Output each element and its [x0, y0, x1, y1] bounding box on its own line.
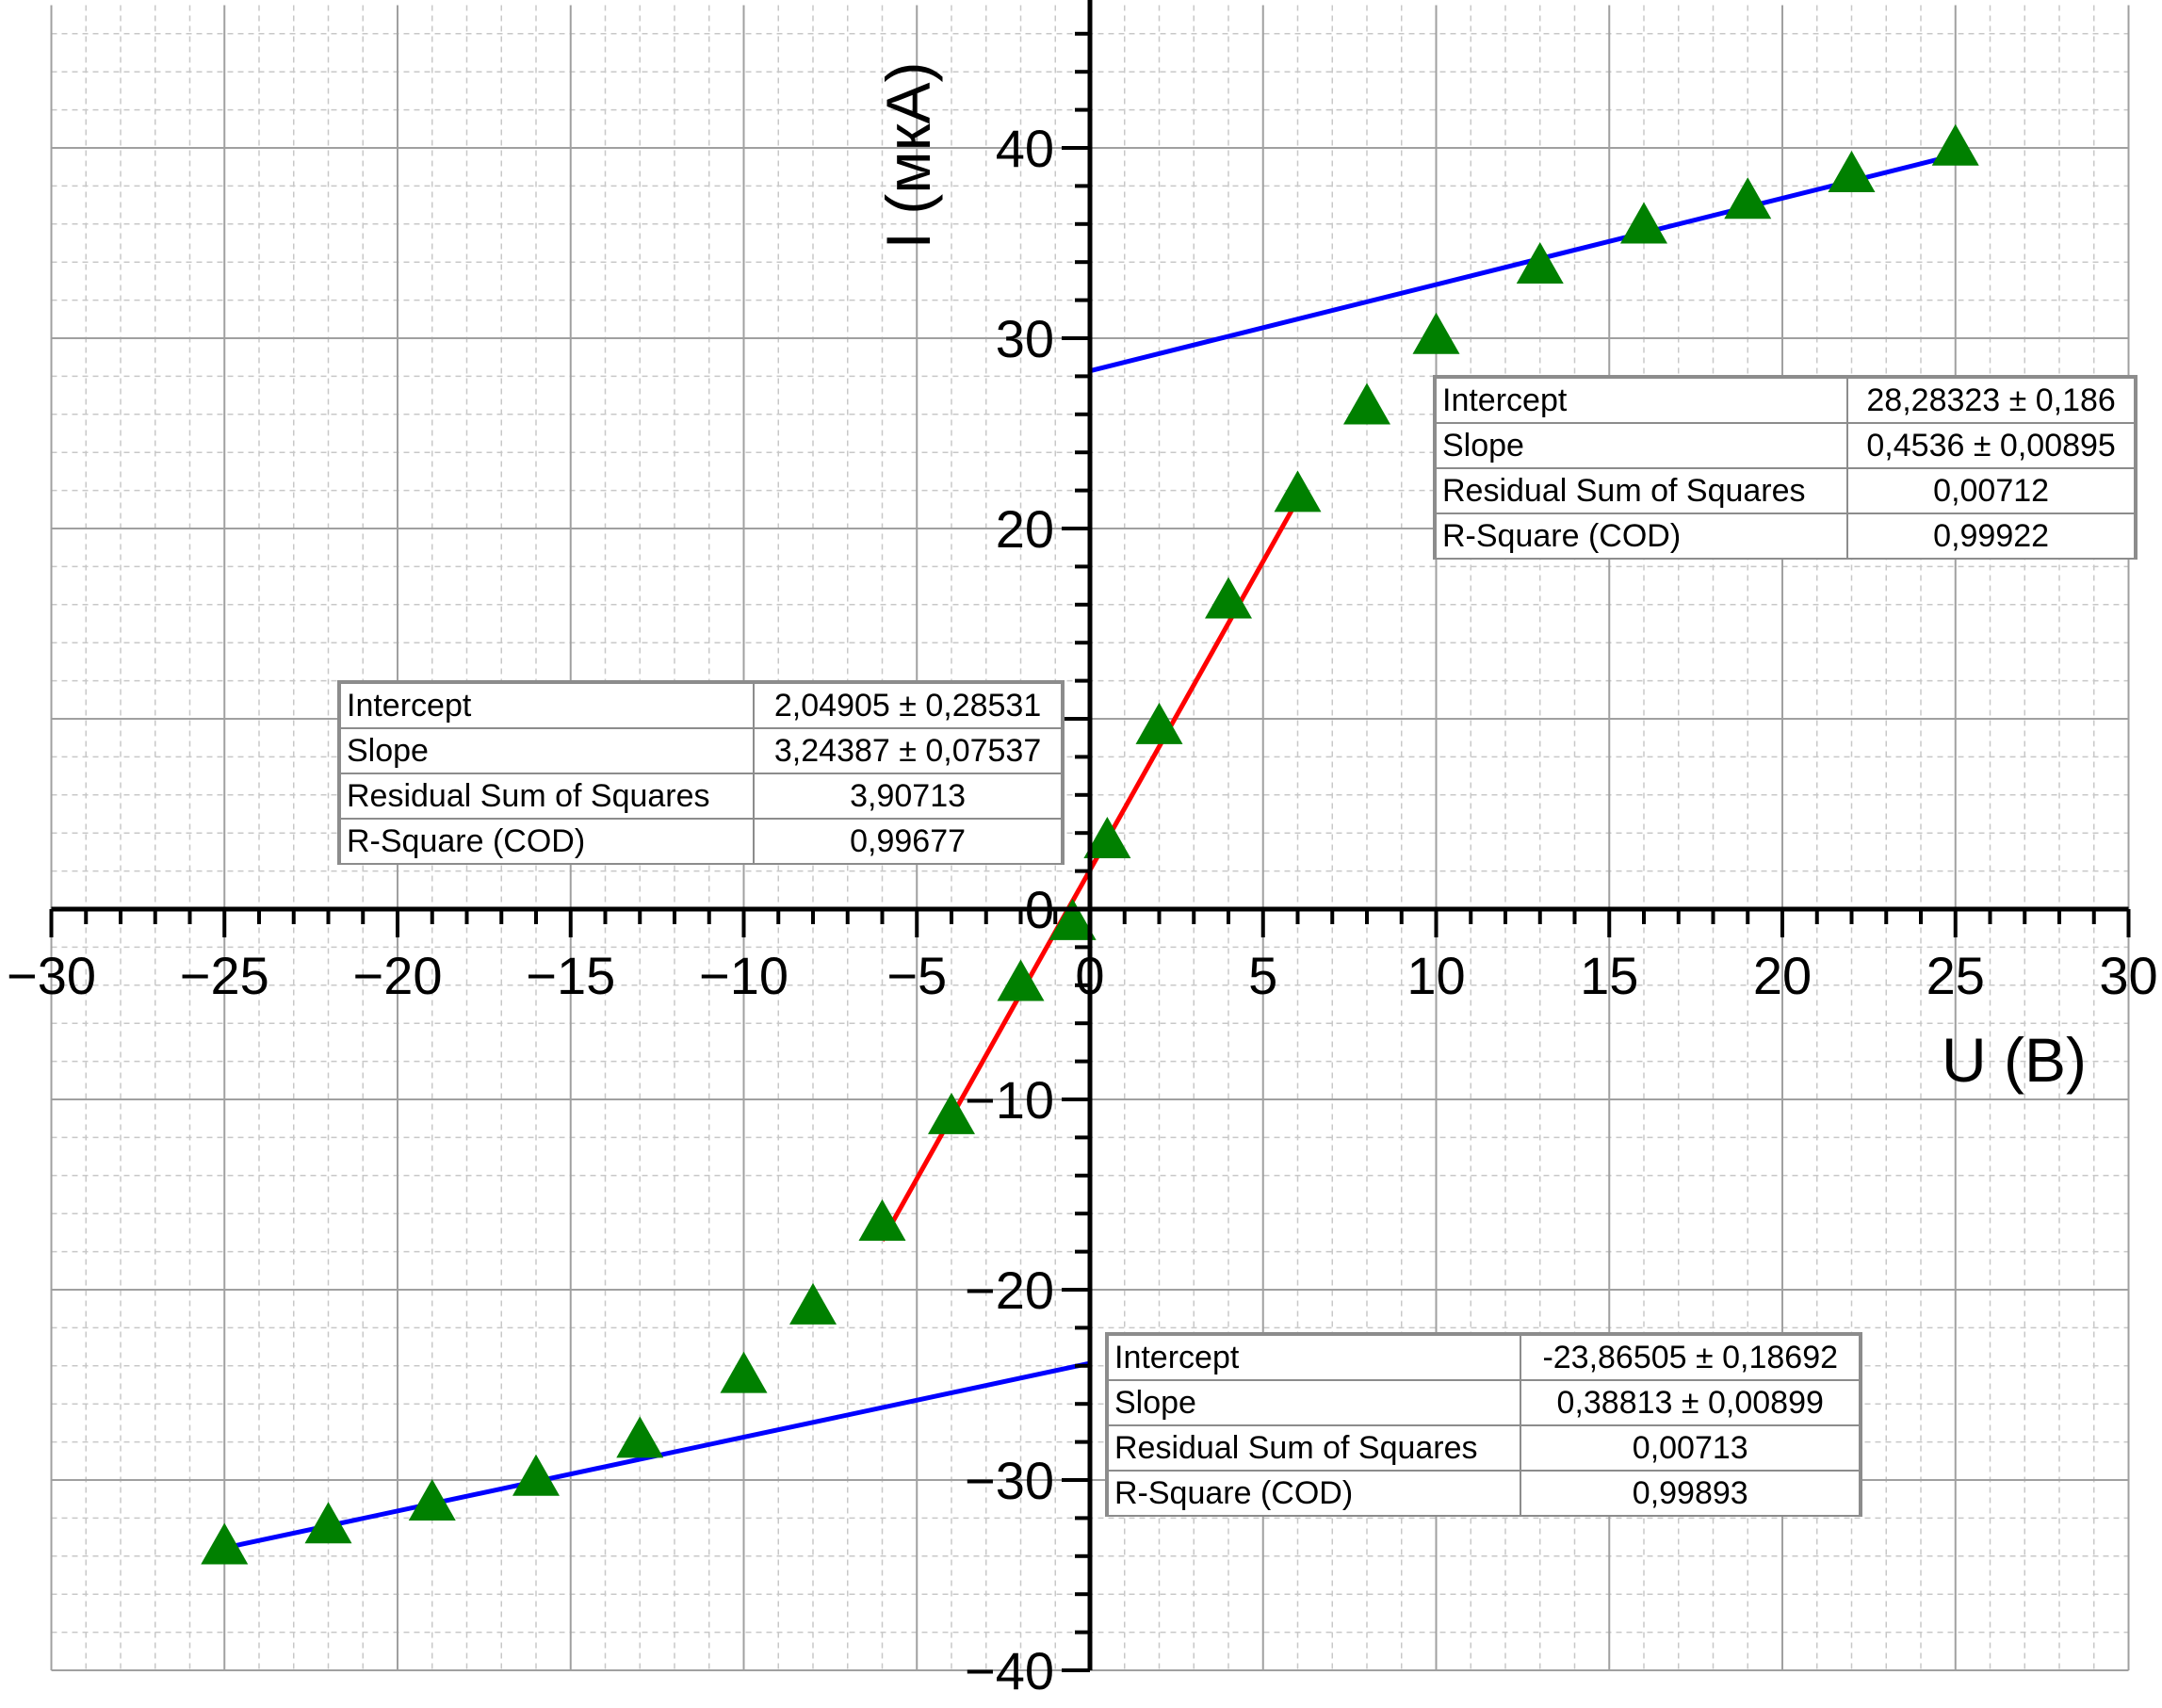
stats-label: R-Square (COD)	[338, 818, 756, 865]
data-point	[304, 1502, 352, 1544]
y-tick-label: −40	[965, 1641, 1054, 1700]
data-point	[1412, 312, 1460, 354]
data-point	[1620, 202, 1667, 244]
stats-value: 2,04905 ± 0,28531	[753, 682, 1063, 729]
table-row: Residual Sum of Squares 0,00712	[1434, 467, 2136, 514]
stats-table-middle: Intercept 2,04905 ± 0,28531 Slope 3,24387 …	[337, 680, 1065, 865]
stats-value: 0,99677	[753, 818, 1063, 865]
table-row: Residual Sum of Squares 0,00713	[1106, 1424, 1861, 1472]
data-point	[1828, 151, 1876, 193]
table-row: Intercept 28,28323 ± 0,186	[1434, 377, 2136, 424]
stats-label: Intercept	[338, 682, 756, 729]
data-points	[201, 123, 1979, 1565]
x-tick-label: −20	[353, 946, 443, 1005]
table-row: Residual Sum of Squares 3,90713	[338, 773, 1063, 820]
x-tick-label: −25	[180, 946, 269, 1005]
table-row: Intercept -23,86505 ± 0,18692	[1106, 1334, 1861, 1381]
stats-value: 0,4536 ± 0,00895	[1846, 422, 2136, 469]
data-point	[1516, 241, 1564, 284]
data-point	[1274, 470, 1322, 512]
data-point	[616, 1416, 664, 1458]
data-point	[858, 1199, 906, 1242]
fit-line	[1089, 153, 1957, 374]
data-point	[1724, 177, 1772, 220]
data-point	[201, 1522, 249, 1565]
table-row: Intercept 2,04905 ± 0,28531	[338, 682, 1063, 729]
data-point	[512, 1454, 560, 1496]
stats-label: Slope	[1434, 422, 1849, 469]
tick-labels: −30 −25 −20 −15 −10 −5 0 5 10 15 20 25 30 −40 −30 −20 −1…	[7, 119, 2158, 1700]
data-point	[720, 1351, 768, 1393]
stats-value: 3,24387 ± 0,07537	[753, 727, 1063, 774]
stats-value: 0,99922	[1846, 512, 2136, 560]
data-point	[408, 1478, 456, 1521]
table-row: Slope 0,4536 ± 0,00895	[1434, 422, 2136, 469]
table-row: R-Square (COD) 0,99922	[1434, 512, 2136, 560]
stats-label: Slope	[338, 727, 756, 774]
data-point	[1083, 817, 1131, 859]
x-tick-label: 10	[1406, 946, 1465, 1005]
data-point	[789, 1282, 837, 1325]
x-tick-label: 30	[2099, 946, 2157, 1005]
y-tick-label: 30	[996, 309, 1054, 368]
y-tick-label: 20	[996, 499, 1054, 559]
data-point	[1931, 123, 1979, 166]
x-tick-label: −30	[7, 946, 96, 1005]
data-point	[1048, 898, 1097, 940]
stats-value: 0,99893	[1520, 1470, 1861, 1517]
x-tick-label: 20	[1753, 946, 1812, 1005]
stats-value: 28,28323 ± 0,186	[1846, 377, 2136, 424]
stats-value: -23,86505 ± 0,18692	[1520, 1334, 1861, 1381]
y-tick-label: −10	[965, 1070, 1054, 1130]
stats-label: Slope	[1106, 1379, 1522, 1426]
x-tick-label: −15	[526, 946, 615, 1005]
stats-label: Residual Sum of Squares	[338, 773, 756, 820]
data-point	[1343, 382, 1390, 425]
data-point	[997, 959, 1045, 1001]
data-point	[1205, 577, 1252, 619]
y-axis-title: I (мкА)	[873, 62, 943, 250]
stats-table-lower: Intercept -23,86505 ± 0,18692 Slope 0,3881…	[1105, 1332, 1862, 1517]
stats-label: R-Square (COD)	[1434, 512, 1849, 560]
table-row: R-Square (COD) 0,99893	[1106, 1470, 1861, 1517]
stats-value: 0,00712	[1846, 467, 2136, 514]
stats-label: Intercept	[1434, 377, 1849, 424]
stats-label: R-Square (COD)	[1106, 1470, 1522, 1517]
axes	[49, 0, 2131, 1672]
y-tick-label: 0	[1025, 880, 1054, 939]
stats-label: Intercept	[1106, 1334, 1522, 1381]
x-axis-title: U (В)	[1942, 1025, 2087, 1095]
data-point	[928, 1092, 975, 1134]
stats-table-upper: Intercept 28,28323 ± 0,186 Slope 0,4536 ± …	[1433, 375, 2138, 560]
data-point	[1135, 702, 1183, 744]
stats-value: 3,90713	[753, 773, 1063, 820]
table-row: Slope 0,38813 ± 0,00899	[1106, 1379, 1861, 1426]
y-tick-label: −30	[965, 1451, 1054, 1510]
stats-label: Residual Sum of Squares	[1106, 1424, 1522, 1472]
stats-value: 0,00713	[1520, 1424, 1861, 1472]
table-row: Slope 3,24387 ± 0,07537	[338, 727, 1063, 774]
stats-label: Residual Sum of Squares	[1434, 467, 1849, 514]
y-tick-label: −20	[965, 1261, 1054, 1320]
x-tick-label: −10	[699, 946, 788, 1005]
x-tick-label: 15	[1580, 946, 1638, 1005]
x-tick-label: −5	[886, 946, 947, 1005]
table-row: R-Square (COD) 0,99677	[338, 818, 1063, 865]
y-tick-label: 40	[996, 119, 1054, 178]
stats-value: 0,38813 ± 0,00899	[1520, 1379, 1861, 1426]
x-tick-label: 5	[1248, 946, 1277, 1005]
x-tick-label: 0	[1075, 946, 1104, 1005]
x-tick-label: 25	[1926, 946, 1985, 1005]
